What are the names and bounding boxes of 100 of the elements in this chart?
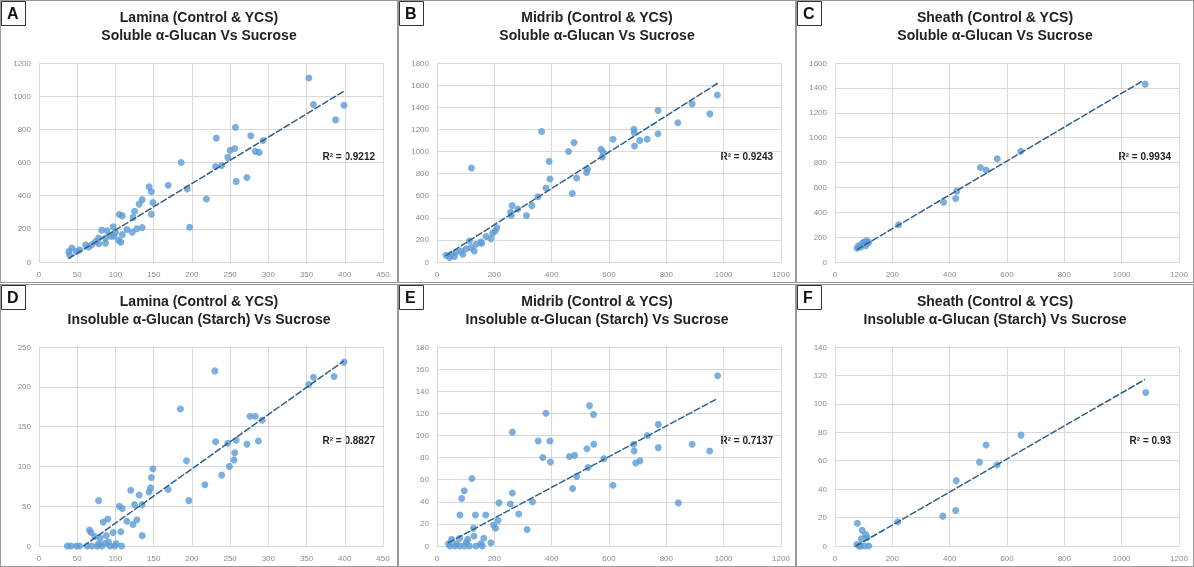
text: A <box>7 4 19 22</box>
x-tick-label: 50 <box>72 269 83 279</box>
chart-title: Lamina (Control & YCS) <box>119 292 279 309</box>
y-tick-label: 150 <box>17 421 32 431</box>
y-tick-label: 1400 <box>809 83 828 93</box>
y-tick-label: 120 <box>813 370 828 380</box>
x-tick-label: 400 <box>942 553 957 562</box>
text: E <box>405 288 416 305</box>
y-tick-label: 1200 <box>809 108 828 118</box>
x-tick-label: 400 <box>338 553 352 562</box>
y-tick-label: 0 <box>424 541 430 550</box>
x-tick-label: 400 <box>338 269 352 279</box>
chart-title: Sheath (Control & YCS) <box>916 9 1074 25</box>
y-tick-label: 140 <box>813 342 828 351</box>
y-tick-label: 100 <box>415 430 430 440</box>
y-tick-label: 0 <box>822 257 828 267</box>
chart-title: Lamina (Control & YCS) <box>119 9 279 25</box>
y-tick-label: 60 <box>818 455 828 465</box>
x-tick-label: 200 <box>185 553 200 562</box>
y-tick-label: 200 <box>415 235 430 245</box>
y-tick-label: 100 <box>813 398 828 408</box>
x-tick-label: 600 <box>602 553 617 562</box>
y-tick-label: 200 <box>17 224 32 234</box>
chart-title: Midrib (Control & YCS) <box>521 9 673 25</box>
y-tick-label: 1200 <box>411 124 430 134</box>
x-tick-label: 400 <box>942 269 957 279</box>
x-tick-label: 50 <box>72 553 83 562</box>
x-tick-label: 200 <box>185 269 200 279</box>
x-tick-label: 350 <box>299 269 314 279</box>
chart-subtitle: Insoluble α-Glucan (Starch) Vs Sucrose <box>465 310 729 327</box>
y-tick-label: 600 <box>415 191 430 201</box>
y-tick-label: 60 <box>420 474 430 484</box>
y-tick-label: 180 <box>415 342 430 351</box>
x-tick-label: 200 <box>885 269 900 279</box>
x-tick-label: 600 <box>1000 553 1015 562</box>
x-tick-label: 1200 <box>772 553 791 562</box>
x-tick-label: 1200 <box>772 269 791 279</box>
y-tick-label: 160 <box>415 364 430 374</box>
x-tick-label: 800 <box>659 553 674 562</box>
y-tick-label: 0 <box>424 257 430 267</box>
x-tick-label: 800 <box>659 269 674 279</box>
x-tick-label: 100 <box>108 553 123 562</box>
y-tick-label: 1000 <box>809 133 828 143</box>
x-tick-label: 150 <box>146 553 161 562</box>
chart-title: Midrib (Control & YCS) <box>521 292 673 309</box>
y-tick-label: 20 <box>818 512 828 522</box>
x-tick-label: 0 <box>832 269 838 279</box>
y-tick-label: 400 <box>813 207 828 217</box>
text: F <box>803 288 813 305</box>
y-tick-label: 1000 <box>411 146 430 156</box>
y-tick-label: 250 <box>17 342 32 351</box>
y-tick-label: 80 <box>818 427 828 437</box>
x-tick-label: 400 <box>544 553 559 562</box>
y-tick-label: 1800 <box>411 58 430 68</box>
text: C <box>803 4 815 22</box>
y-tick-label: 0 <box>822 541 828 550</box>
x-tick-label: 100 <box>108 269 123 279</box>
y-tick-label: 1600 <box>809 58 828 68</box>
y-tick-label: 40 <box>420 496 430 506</box>
x-tick-label: 1000 <box>714 269 734 279</box>
chart-subtitle: Soluble α-Glucan Vs Sucrose <box>499 27 695 43</box>
x-tick-label: 0 <box>36 553 42 562</box>
y-tick-label: 80 <box>420 452 430 462</box>
x-tick-label: 800 <box>1057 553 1072 562</box>
x-tick-label: 600 <box>1000 269 1015 279</box>
x-tick-label: 300 <box>261 553 276 562</box>
y-tick-label: 0 <box>26 541 32 550</box>
chart-subtitle: Insoluble α-Glucan (Starch) Vs Sucrose <box>863 310 1127 327</box>
x-tick-label: 0 <box>36 269 42 279</box>
y-tick-label: 1600 <box>411 80 430 90</box>
y-tick-label: 20 <box>420 518 430 528</box>
x-tick-label: 350 <box>299 553 314 562</box>
x-tick-label: 200 <box>885 553 900 562</box>
x-tick-label: 450 <box>376 269 391 279</box>
chart-subtitle: Insoluble α-Glucan (Starch) Vs Sucrose <box>67 310 331 327</box>
y-tick-label: 100 <box>17 461 32 471</box>
y-tick-label: 1200 <box>13 58 32 68</box>
y-tick-label: 600 <box>17 158 32 167</box>
y-tick-label: 1000 <box>13 91 32 101</box>
x-tick-label: 250 <box>223 269 238 279</box>
y-tick-label: 140 <box>415 386 430 396</box>
y-tick-label: 400 <box>415 213 430 223</box>
y-tick-label: 50 <box>22 501 32 511</box>
y-tick-label: 120 <box>415 408 430 418</box>
chart-subtitle: Soluble α-Glucan Vs Sucrose <box>101 27 297 43</box>
y-tick-label: 200 <box>813 232 828 242</box>
x-tick-label: 400 <box>544 269 559 279</box>
y-tick-label: 800 <box>813 158 828 167</box>
chart-title: Sheath (Control & YCS) <box>916 292 1074 309</box>
y-tick-label: 400 <box>17 191 32 201</box>
text: B <box>405 4 417 22</box>
x-tick-label: 200 <box>487 269 502 279</box>
x-tick-label: 200 <box>487 553 502 562</box>
x-tick-label: 1000 <box>1112 553 1132 562</box>
y-tick-label: 0 <box>26 257 32 267</box>
annotation: R² = 0.93 <box>1129 434 1172 445</box>
x-tick-label: 800 <box>1057 269 1072 279</box>
x-tick-label: 1000 <box>1112 269 1132 279</box>
x-tick-label: 250 <box>223 553 238 562</box>
x-tick-label: 1200 <box>1170 269 1189 279</box>
